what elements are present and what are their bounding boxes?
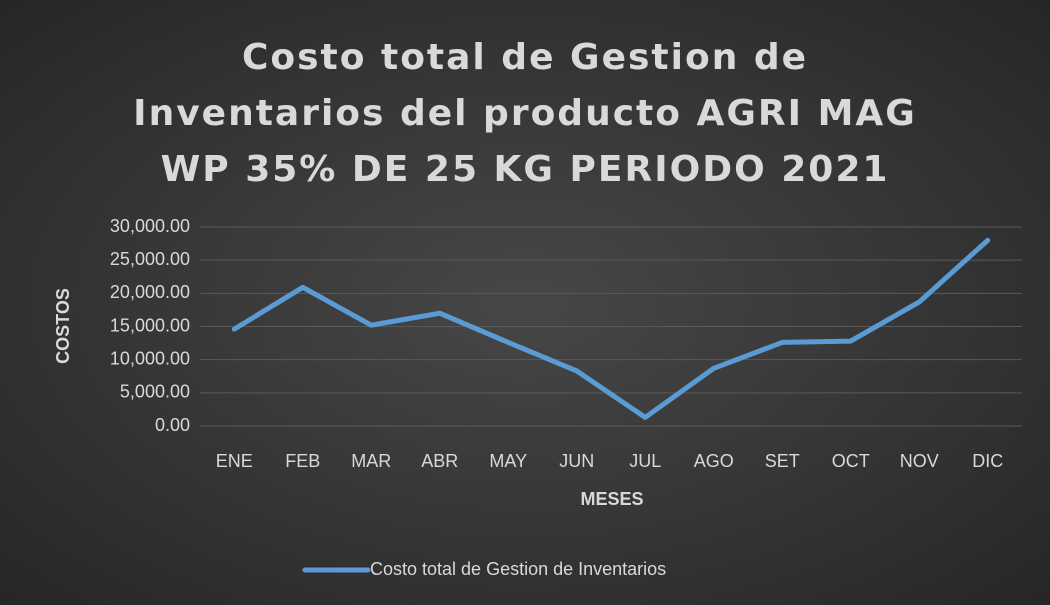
x-tick-label: ENE: [216, 451, 253, 471]
chart-title: Costo total de Gestion de Inventarios de…: [133, 37, 917, 190]
x-tick-label: FEB: [285, 451, 320, 471]
y-tick-label: 15,000.00: [110, 315, 190, 335]
x-axis-label: MESES: [580, 489, 643, 509]
data-line: [231, 237, 991, 420]
y-tick-label: 25,000.00: [110, 249, 190, 269]
x-tick-label: ABR: [421, 451, 458, 471]
x-tick-label: DIC: [972, 451, 1003, 471]
legend-label: Costo total de Gestion de Inventarios: [370, 559, 666, 579]
x-tick-label: JUN: [559, 451, 594, 471]
x-tick-label: JUL: [629, 451, 661, 471]
x-tick-label: NOV: [900, 451, 939, 471]
x-tick-label: OCT: [832, 451, 870, 471]
y-tick-label: 20,000.00: [110, 282, 190, 302]
y-tick-label: 10,000.00: [110, 348, 190, 368]
y-axis-label: COSTOS: [53, 288, 73, 364]
x-tick-label: SET: [765, 451, 800, 471]
y-tick-label: 30,000.00: [110, 216, 190, 236]
x-tick-label: MAR: [351, 451, 391, 471]
x-tick-label: MAY: [489, 451, 527, 471]
y-tick-label: 0.00: [155, 415, 190, 435]
chart-title-box: Costo total de Gestion de Inventarios de…: [0, 30, 1050, 198]
y-tick-label: 5,000.00: [120, 382, 190, 402]
x-tick-label: AGO: [694, 451, 734, 471]
